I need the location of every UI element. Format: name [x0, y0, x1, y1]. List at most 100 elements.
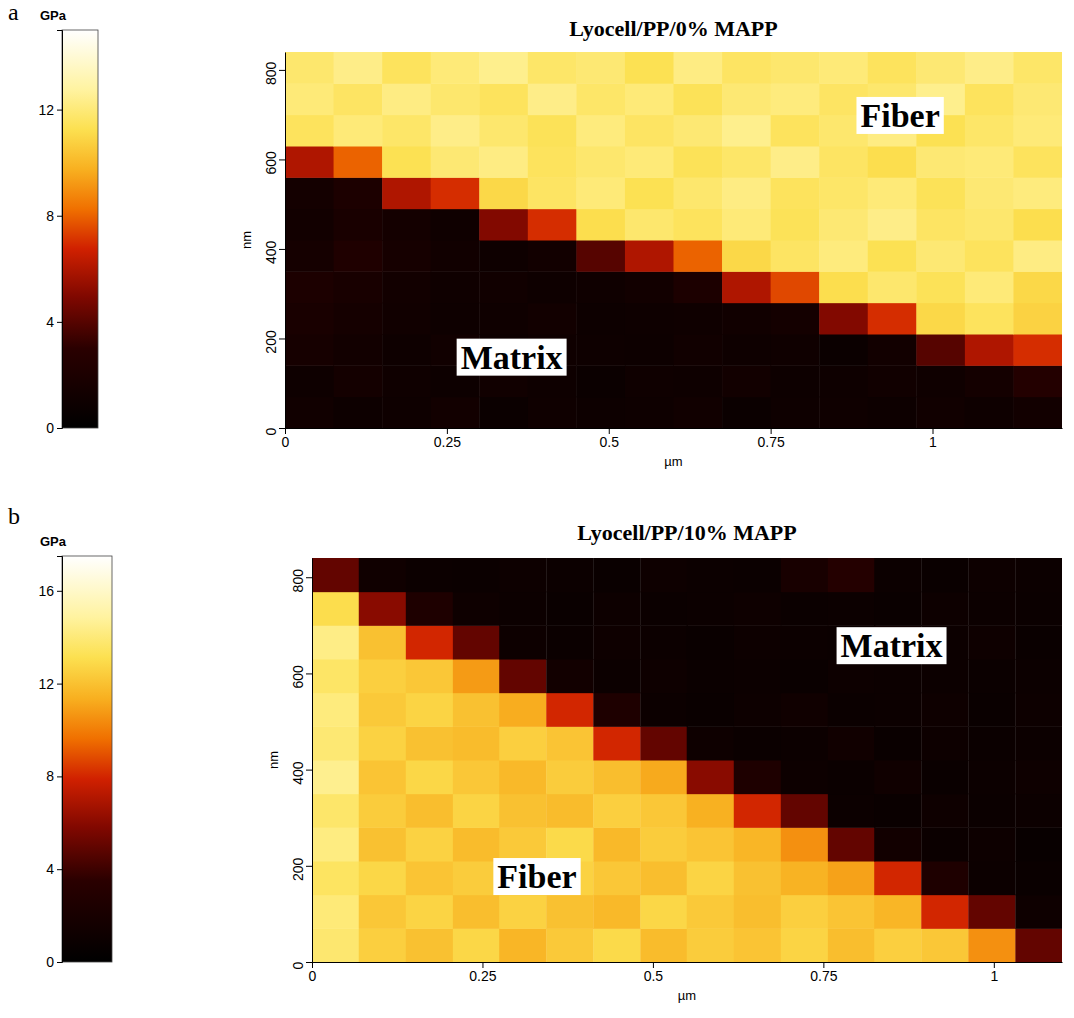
tick: 200	[290, 857, 312, 881]
tick-label: 0	[290, 961, 306, 969]
cell	[874, 558, 921, 592]
tick-label: 0	[282, 434, 290, 450]
tick-label: 600	[263, 151, 279, 175]
cell	[312, 861, 359, 895]
cell	[687, 827, 734, 861]
cell	[771, 209, 820, 241]
tick: 1	[990, 962, 998, 984]
cell	[528, 52, 577, 84]
cell	[968, 794, 1015, 828]
cell	[781, 760, 828, 794]
cell	[593, 625, 640, 659]
cell	[593, 558, 640, 592]
tick: 0	[290, 961, 312, 969]
cell	[968, 928, 1015, 962]
cell	[453, 895, 500, 929]
cell	[868, 240, 917, 272]
cell	[819, 334, 868, 366]
tick-label: 800	[263, 62, 279, 86]
cell	[528, 303, 577, 335]
cell	[1013, 115, 1062, 147]
tick: 8	[46, 208, 62, 224]
panel: aLyocell/PP/0% MAPP00.250.50.75102004006…	[8, 0, 1063, 469]
annotation: Fiber	[493, 858, 580, 895]
cell	[916, 365, 965, 397]
panel: bLyocell/PP/10% MAPP00.250.50.7510200400…	[8, 503, 1063, 1003]
cell	[968, 558, 1015, 592]
cell	[965, 83, 1014, 115]
cell	[687, 895, 734, 929]
tick: 600	[263, 151, 285, 175]
annotation-background	[457, 339, 567, 376]
cell	[431, 240, 480, 272]
cell	[359, 726, 406, 760]
tick: 0.5	[644, 962, 664, 984]
cell	[687, 861, 734, 895]
cell	[499, 659, 546, 693]
cell	[546, 693, 593, 727]
cell	[499, 928, 546, 962]
cell	[921, 760, 968, 794]
cell	[674, 52, 723, 84]
x-axis: 00.250.50.751	[282, 428, 1063, 450]
tick-mark	[279, 249, 285, 250]
tick: 600	[290, 665, 312, 689]
cell	[640, 861, 687, 895]
cell	[359, 895, 406, 929]
cell	[431, 83, 480, 115]
tick-label: 400	[263, 241, 279, 265]
cell	[312, 693, 359, 727]
cell	[1013, 271, 1062, 303]
cell	[546, 726, 593, 760]
cell	[722, 240, 771, 272]
cell	[625, 271, 674, 303]
tick-label: 1	[990, 968, 998, 984]
tick-label: 200	[263, 330, 279, 354]
cell	[359, 592, 406, 626]
cell	[916, 209, 965, 241]
tick: 4	[46, 861, 62, 877]
cell	[625, 303, 674, 335]
tick-label: 200	[290, 857, 306, 881]
cell	[819, 303, 868, 335]
cell	[312, 659, 359, 693]
cell	[453, 693, 500, 727]
cell	[965, 209, 1014, 241]
cell	[734, 861, 781, 895]
cell	[285, 240, 334, 272]
cell	[479, 83, 528, 115]
cell	[640, 625, 687, 659]
cell	[828, 928, 875, 962]
tick-mark	[306, 962, 312, 963]
cell	[406, 895, 453, 929]
tick-label: 0	[46, 954, 54, 970]
cell	[874, 861, 921, 895]
cell	[1015, 861, 1062, 895]
cell	[674, 83, 723, 115]
cell	[965, 115, 1014, 147]
cell	[921, 895, 968, 929]
tick: 400	[290, 761, 312, 785]
cell	[819, 209, 868, 241]
cell	[874, 928, 921, 962]
cell	[968, 693, 1015, 727]
figure: aLyocell/PP/0% MAPP00.250.50.75102004006…	[0, 0, 1074, 1018]
cell	[771, 334, 820, 366]
cell	[640, 659, 687, 693]
cell	[965, 52, 1014, 84]
cell	[625, 209, 674, 241]
tick-mark	[57, 110, 62, 111]
cell	[334, 177, 383, 209]
tick-mark	[279, 338, 285, 339]
tick-label: 0	[309, 968, 317, 984]
cell	[819, 365, 868, 397]
cell	[868, 209, 917, 241]
cell	[382, 240, 431, 272]
cell	[921, 693, 968, 727]
cell	[479, 177, 528, 209]
tick-label: 12	[38, 102, 54, 118]
cell	[576, 334, 625, 366]
cell	[334, 303, 383, 335]
cell	[528, 271, 577, 303]
cell	[1015, 827, 1062, 861]
